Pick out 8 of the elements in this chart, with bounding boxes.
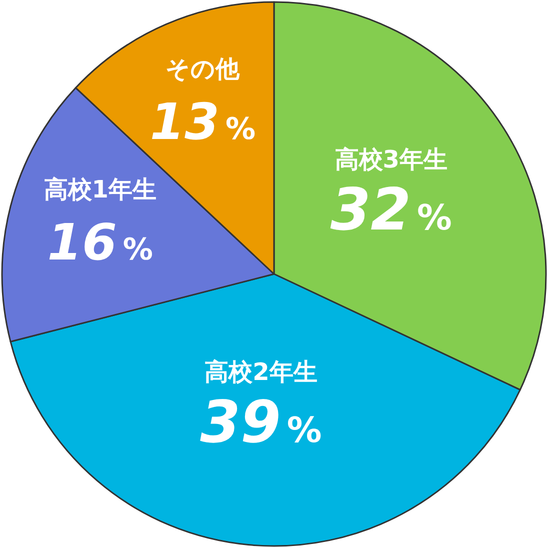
- slice-label: 高校3年生: [334, 146, 448, 174]
- slice-label: 高校2年生: [204, 358, 318, 386]
- slice-label: 高校1年生: [44, 175, 156, 204]
- data-label: 32%: [330, 176, 452, 244]
- data-label: 39%: [200, 388, 322, 456]
- data-label: 13%: [150, 93, 256, 152]
- slice-label: その他: [166, 55, 241, 84]
- data-label: 16%: [47, 213, 153, 272]
